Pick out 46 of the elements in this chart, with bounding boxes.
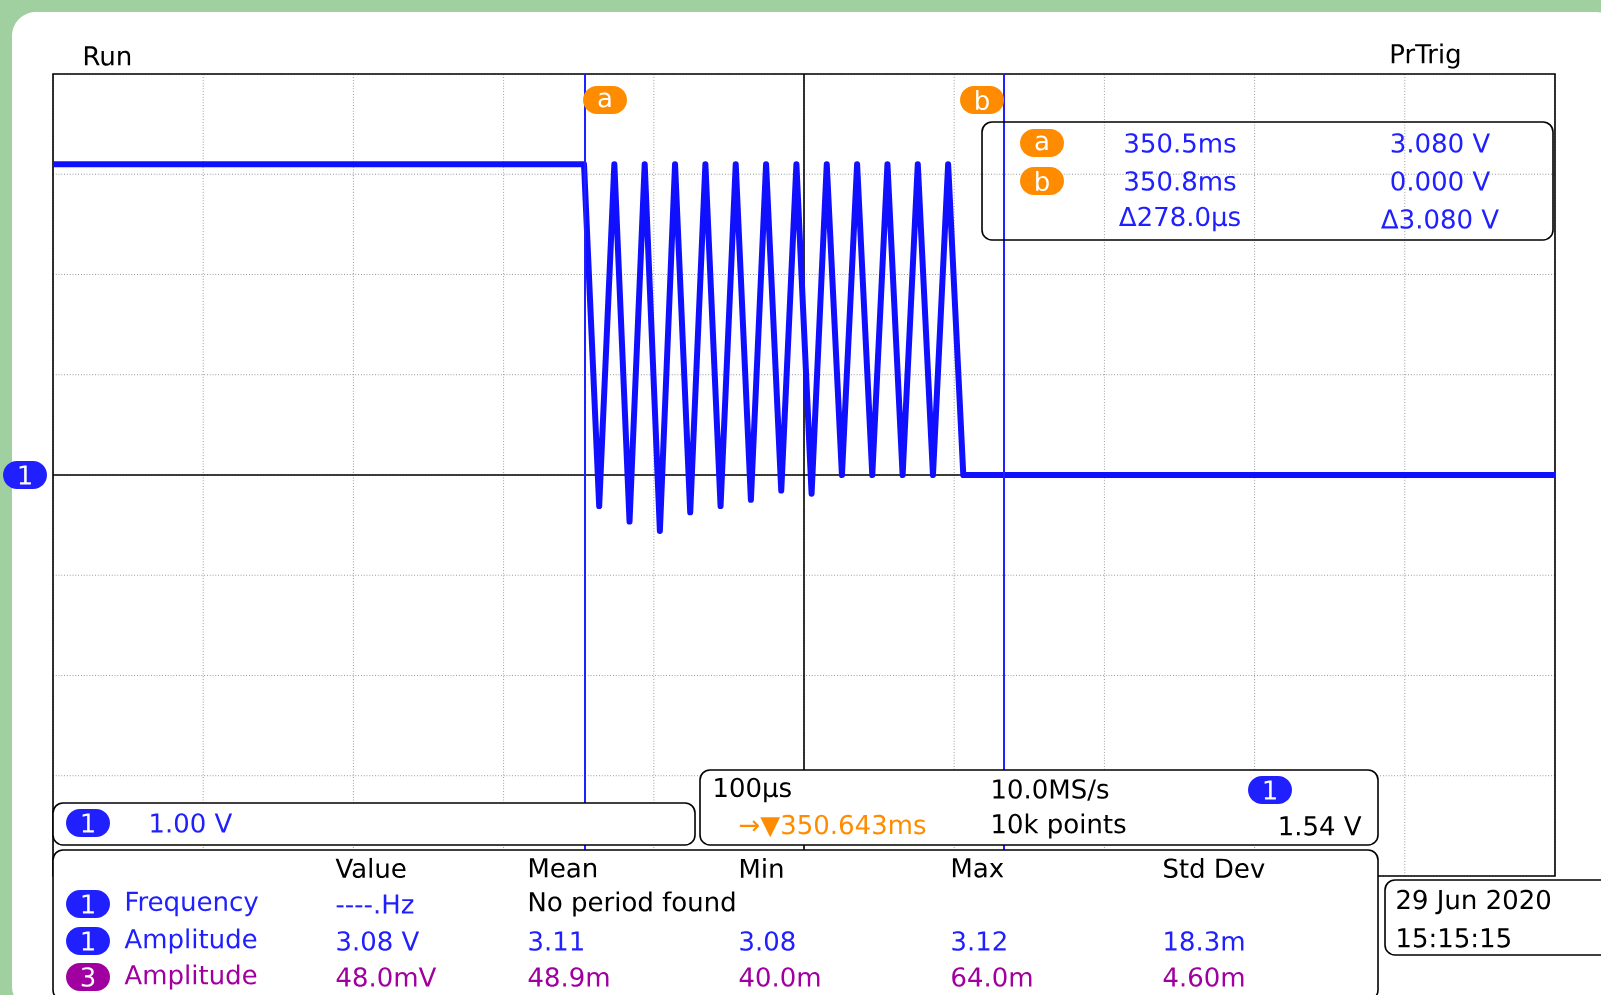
text: 1 [1264,780,1276,800]
text: Amplitude [124,964,257,990]
text: Max [952,858,1004,878]
text: 100µs [715,777,791,803]
text: ----.Hz [336,894,414,914]
text: 3.08 V [337,931,420,951]
text: PrTrig [1391,43,1460,69]
text: Std Dev [1164,857,1265,879]
text: 3.12 [952,931,1006,951]
text: 1 [82,813,94,833]
text: 48.0mV [336,967,437,987]
text: 3.08 [740,931,795,951]
text: No period found [529,891,735,917]
text: Amplitude [124,928,257,954]
text: 29 Jun 2020 [1397,889,1551,915]
text: 15:15:15 [1398,928,1510,948]
text: 1 [19,465,31,485]
annotation: b [1036,170,1049,192]
text: 1 [82,894,94,914]
text: 3 [81,967,95,987]
text: 1.54 V [1280,816,1362,836]
text: 1 [82,931,94,951]
text: 40.0m [739,967,820,987]
text: →▼350.643ms [739,814,926,838]
text: Frequency [126,891,258,917]
text: Min [740,858,783,878]
annotation: 350.8ms [1125,171,1236,191]
text: 48.9m [528,967,609,987]
text: a [598,92,611,108]
text: Run [84,46,131,66]
text: 1.00 V [151,813,233,833]
text: 350.5ms [1125,133,1236,153]
text: Value [335,857,406,879]
text: a [1035,135,1048,151]
text: 10.0MS/s [993,779,1109,801]
annotation: 0.000 V [1391,171,1490,191]
annotation: Δ3.080 V [1381,209,1499,229]
text: 3.080 V [1391,133,1490,153]
text: b [976,89,989,111]
text: Mean [529,858,597,878]
text: 3.11 [529,931,583,951]
text: 10k points [993,813,1126,839]
annotation: Δ278.0µs [1119,206,1240,232]
text: 4.60m [1163,967,1244,987]
text: 18.3m [1165,931,1244,951]
text: 64.0m [952,967,1032,987]
